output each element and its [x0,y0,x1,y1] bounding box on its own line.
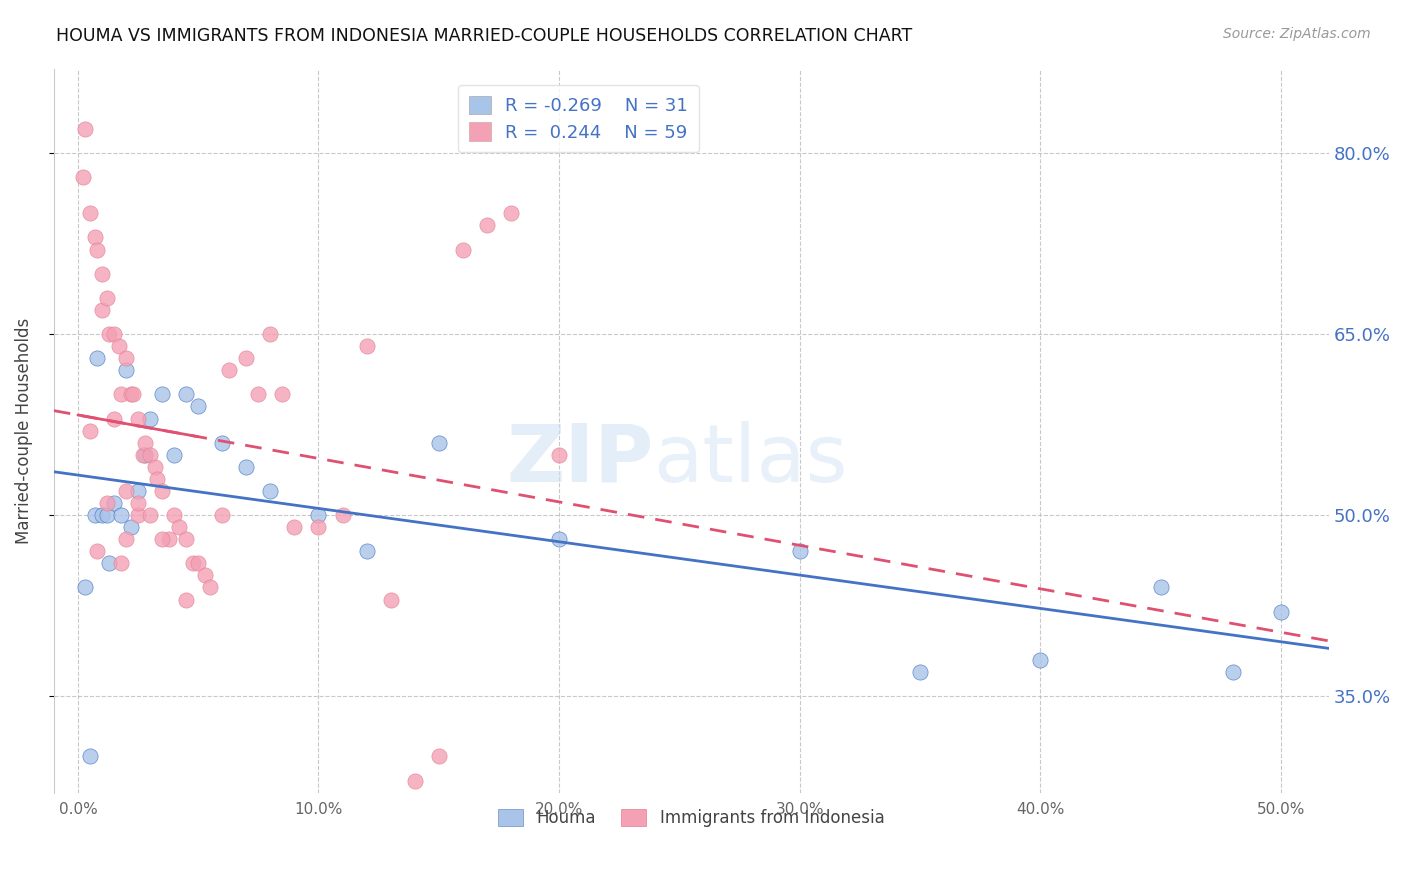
Point [115,532,138,546]
Point [91,267,114,281]
Point [150,483,173,498]
Point [150,532,173,546]
Point [789,544,811,558]
Point [200,581,222,595]
Point [134,448,156,462]
Point [115,363,138,377]
Point [332,508,354,522]
Text: atlas: atlas [654,420,848,499]
Point [122,387,145,401]
Point [283,520,305,534]
Point [187,557,209,571]
Point [139,411,162,425]
Point [163,508,186,522]
Point [308,508,330,522]
Point [103,411,125,425]
Point [115,351,138,366]
Point [211,435,233,450]
Point [908,665,931,679]
Point [115,483,138,498]
Point [110,387,132,401]
Point [91,302,114,317]
Point [475,219,498,233]
Point [308,520,330,534]
Point [146,472,169,486]
Point [107,339,129,353]
Point [86,351,108,366]
Point [174,387,197,401]
Point [86,243,108,257]
Text: ZIP: ZIP [506,420,654,499]
Point [79,424,101,438]
Point [1149,581,1171,595]
Point [96,496,118,510]
Point [235,459,257,474]
Point [404,773,426,788]
Point [96,291,118,305]
Legend: Houma, Immigrants from Indonesia: Houma, Immigrants from Indonesia [491,800,893,835]
Point [134,435,156,450]
Point [183,557,205,571]
Text: Source: ZipAtlas.com: Source: ZipAtlas.com [1223,27,1371,41]
Point [259,483,281,498]
Point [174,592,197,607]
Point [247,387,270,401]
Point [1222,665,1244,679]
Point [139,508,162,522]
Point [356,544,378,558]
Point [79,206,101,220]
Point [1029,653,1052,667]
Point [548,532,571,546]
Point [499,206,522,220]
Point [96,508,118,522]
Point [150,387,173,401]
Point [427,435,450,450]
Point [211,508,233,522]
Text: HOUMA VS IMMIGRANTS FROM INDONESIA MARRIED-COUPLE HOUSEHOLDS CORRELATION CHART: HOUMA VS IMMIGRANTS FROM INDONESIA MARRI… [56,27,912,45]
Point [174,532,197,546]
Point [218,363,240,377]
Point [83,230,105,244]
Point [548,448,571,462]
Point [110,508,132,522]
Point [127,483,149,498]
Point [127,411,149,425]
Point [427,749,450,764]
Point [451,243,474,257]
Point [271,387,294,401]
Point [163,448,186,462]
Point [259,326,281,341]
Point [127,496,149,510]
Point [356,339,378,353]
Point [120,387,142,401]
Point [157,532,180,546]
Point [127,508,149,522]
Point [143,459,166,474]
Point [72,170,94,185]
Point [187,400,209,414]
Point [98,557,121,571]
Point [86,544,108,558]
Point [235,351,257,366]
Point [194,568,217,582]
Y-axis label: Married-couple Households: Married-couple Households [15,318,32,544]
Point [75,581,97,595]
Point [103,496,125,510]
Point [98,326,121,341]
Point [91,508,114,522]
Point [83,508,105,522]
Point [139,448,162,462]
Point [79,749,101,764]
Point [1270,605,1292,619]
Point [380,592,402,607]
Point [132,448,155,462]
Point [75,121,97,136]
Point [103,326,125,341]
Point [167,520,190,534]
Point [110,557,132,571]
Point [120,520,142,534]
